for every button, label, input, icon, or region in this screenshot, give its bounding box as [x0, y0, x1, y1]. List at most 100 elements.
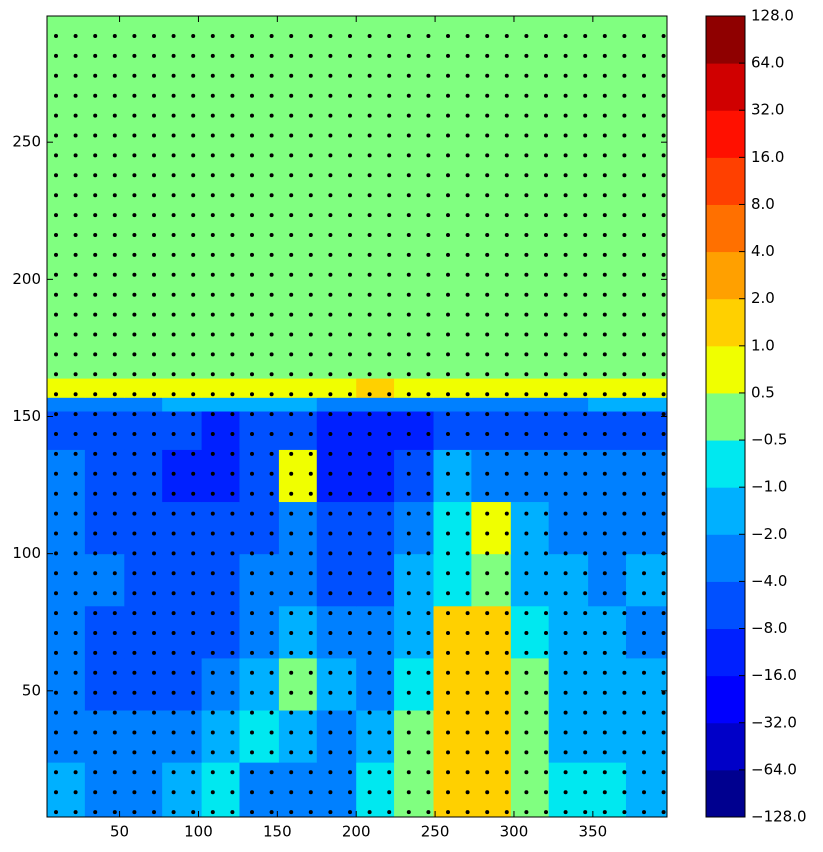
sample-point — [661, 252, 666, 257]
sample-point — [269, 670, 274, 675]
sample-point — [269, 392, 274, 397]
sample-point — [269, 750, 274, 755]
sample-point — [152, 93, 156, 98]
sample-point — [485, 272, 490, 277]
sample-point — [465, 690, 470, 695]
sample-point — [328, 730, 333, 735]
sample-point — [210, 432, 215, 436]
contour-cell — [124, 553, 163, 607]
colorbar-segment — [706, 769, 745, 818]
sample-point — [132, 591, 137, 596]
sample-point — [348, 471, 352, 476]
sample-point — [426, 133, 431, 138]
sample-point — [230, 750, 235, 755]
sample-point — [504, 750, 509, 755]
sample-point — [250, 252, 254, 257]
sample-point — [465, 73, 470, 78]
sample-point — [230, 412, 235, 417]
sample-point — [171, 412, 176, 417]
sample-point — [73, 73, 78, 78]
sample-point — [426, 631, 431, 635]
sample-point — [308, 213, 313, 218]
sample-point — [93, 790, 98, 795]
sample-point — [426, 252, 431, 257]
sample-point — [406, 650, 411, 655]
sample-point — [269, 611, 274, 616]
sample-point — [328, 591, 333, 596]
contour-cell — [548, 710, 589, 763]
sample-point — [544, 611, 548, 616]
sample-point — [348, 332, 352, 337]
sample-point — [132, 173, 137, 178]
sample-point — [446, 272, 450, 277]
sample-point — [406, 392, 411, 397]
sample-point — [524, 770, 529, 775]
sample-point — [426, 710, 431, 715]
sample-point — [93, 451, 98, 456]
contour-cell — [471, 378, 512, 398]
contour-cell — [124, 605, 163, 659]
sample-point — [73, 491, 78, 496]
sample-point — [602, 34, 607, 38]
sample-point — [152, 571, 156, 576]
sample-point — [504, 392, 509, 397]
y-tick-label: 100 — [12, 544, 41, 562]
sample-point — [112, 511, 117, 516]
sample-point — [465, 631, 470, 635]
sample-point — [426, 34, 431, 38]
sample-point — [602, 690, 607, 695]
sample-point — [583, 133, 588, 138]
sample-point — [544, 173, 548, 178]
contour-cell — [84, 16, 125, 379]
sample-point — [406, 113, 411, 118]
sample-point — [642, 531, 646, 536]
sample-point — [348, 432, 352, 436]
sample-point — [54, 233, 58, 237]
sample-point — [426, 471, 431, 476]
sample-point — [269, 730, 274, 735]
sample-point — [387, 412, 392, 417]
sample-point — [250, 551, 254, 556]
sample-point — [524, 471, 529, 476]
sample-point — [563, 34, 568, 38]
sample-point — [54, 352, 58, 357]
sample-point — [504, 690, 509, 695]
sample-point — [93, 710, 98, 715]
sample-point — [485, 173, 490, 178]
sample-point — [661, 272, 666, 277]
sample-point — [230, 133, 235, 138]
sample-point — [132, 332, 137, 337]
contour-cell — [278, 657, 318, 711]
sample-point — [426, 292, 431, 297]
contour-cell — [124, 16, 163, 379]
sample-point — [504, 670, 509, 675]
sample-point — [406, 173, 411, 178]
sample-point — [308, 491, 313, 496]
contour-cell — [162, 605, 203, 659]
sample-point — [602, 631, 607, 635]
sample-point — [112, 34, 117, 38]
colorbar-label: −4.0 — [751, 572, 787, 590]
sample-point — [132, 471, 137, 476]
contour-cell — [84, 553, 125, 607]
sample-point — [387, 690, 392, 695]
sample-point — [367, 93, 372, 98]
sample-point — [112, 810, 117, 815]
sample-point — [73, 292, 78, 297]
sample-point — [250, 153, 254, 158]
sample-point — [289, 73, 294, 78]
colorbar-segment — [706, 722, 745, 771]
sample-point — [367, 650, 372, 655]
sample-point — [602, 133, 607, 138]
contour-cell — [394, 710, 435, 763]
sample-point — [308, 571, 313, 576]
sample-point — [465, 432, 470, 436]
sample-point — [250, 272, 254, 277]
sample-point — [465, 491, 470, 496]
sample-point — [563, 810, 568, 815]
sample-point — [544, 432, 548, 436]
sample-point — [171, 233, 176, 237]
sample-point — [250, 591, 254, 596]
sample-point — [328, 451, 333, 456]
sample-point — [54, 571, 58, 576]
